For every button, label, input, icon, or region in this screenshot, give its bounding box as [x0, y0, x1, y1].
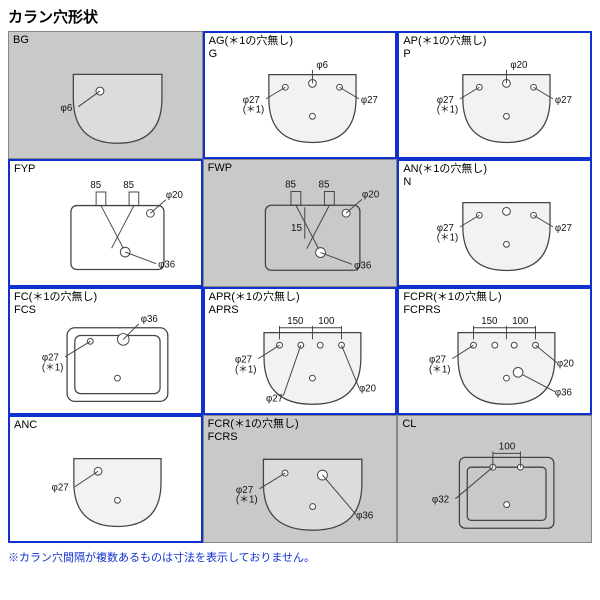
cell-diagram: φ36φ27(＊1)	[10, 289, 201, 413]
cell-diagram: φ27	[10, 417, 201, 541]
svg-text:φ27: φ27	[266, 393, 283, 404]
cell-diagram: φ6	[9, 32, 202, 158]
svg-text:φ6: φ6	[316, 60, 328, 71]
svg-text:100: 100	[318, 316, 334, 327]
page-title: カラン穴形状	[0, 0, 600, 31]
svg-text:φ6: φ6	[61, 103, 73, 114]
diagram-cell: AP(＊1の穴無し) Pφ20φ27(＊1)φ27	[397, 31, 592, 159]
svg-text:φ20: φ20	[362, 189, 380, 200]
svg-text:(＊1): (＊1)	[235, 364, 257, 375]
svg-text:φ27: φ27	[361, 95, 378, 106]
svg-text:φ27: φ27	[555, 95, 572, 106]
cell-diagram: φ20φ27(＊1)φ27	[399, 33, 590, 157]
diagram-cell: CL100φ32	[397, 415, 592, 543]
diagram-cell: FC(＊1の穴無し) FCSφ36φ27(＊1)	[8, 287, 203, 415]
svg-text:150: 150	[482, 316, 498, 327]
diagram-cell: FCR(＊1の穴無し) FCRSφ27(＊1)φ36	[203, 415, 398, 543]
svg-text:φ36: φ36	[356, 510, 374, 521]
svg-text:φ20: φ20	[359, 384, 376, 395]
svg-text:100: 100	[499, 441, 516, 452]
diagram-cell: FYP8585φ20φ36	[8, 159, 203, 287]
svg-text:85: 85	[123, 180, 134, 191]
svg-text:φ36: φ36	[555, 388, 572, 399]
svg-text:(＊1): (＊1)	[42, 362, 64, 373]
diagram-cell: APR(＊1の穴無し) APRS150100φ27(＊1)φ27φ20	[203, 287, 398, 415]
diagram-cell: ANCφ27	[8, 415, 203, 543]
svg-text:(＊1): (＊1)	[236, 495, 258, 506]
cell-diagram: φ27(＊1)φ27	[399, 161, 590, 285]
cell-diagram: φ27(＊1)φ36	[204, 416, 397, 542]
svg-text:85: 85	[90, 180, 101, 191]
svg-text:(＊1): (＊1)	[242, 104, 264, 115]
svg-text:φ20: φ20	[511, 60, 528, 71]
diagram-cell: FWP8585φ20φ3615	[203, 159, 398, 287]
svg-text:φ32: φ32	[432, 495, 449, 506]
diagram-cell: FCPR(＊1の穴無し) FCPRS150100φ27(＊1)φ20φ36	[397, 287, 592, 415]
diagram-cell: AN(＊1の穴無し) Nφ27(＊1)φ27	[397, 159, 592, 287]
svg-text:φ27: φ27	[555, 223, 572, 234]
cell-diagram: φ6φ27(＊1)φ27	[205, 33, 396, 157]
cell-diagram: 100 φ32	[398, 416, 591, 542]
svg-text:(＊1): (＊1)	[437, 104, 459, 115]
svg-text:85: 85	[285, 180, 296, 191]
diagram-grid: BGφ6AG(＊1の穴無し) Gφ6φ27(＊1)φ27AP(＊1の穴無し) P…	[8, 31, 592, 543]
cell-diagram: 85 85 φ20 φ36	[10, 161, 201, 285]
svg-text:85: 85	[318, 180, 329, 191]
svg-text:φ36: φ36	[141, 314, 158, 325]
svg-text:150: 150	[287, 316, 303, 327]
footer-note: ※カラン穴間隔が複数あるものは寸法を表示しておりません。	[8, 549, 592, 565]
svg-text:φ20: φ20	[557, 359, 574, 370]
svg-text:φ27: φ27	[52, 483, 69, 494]
svg-text:100: 100	[513, 316, 529, 327]
svg-text:φ20: φ20	[166, 190, 183, 201]
svg-text:φ36: φ36	[158, 260, 175, 271]
cell-diagram: 150100φ27(＊1)φ20φ36	[399, 289, 590, 413]
diagram-cell: AG(＊1の穴無し) Gφ6φ27(＊1)φ27	[203, 31, 398, 159]
svg-text:φ36: φ36	[354, 260, 372, 271]
svg-text:(＊1): (＊1)	[429, 364, 451, 375]
svg-text:(＊1): (＊1)	[437, 232, 459, 243]
cell-diagram: 150100φ27(＊1)φ27φ20	[205, 289, 396, 413]
svg-text:15: 15	[291, 223, 302, 234]
diagram-cell: BGφ6	[8, 31, 203, 159]
cell-diagram: 85 85 φ20 φ36 15	[204, 160, 397, 286]
